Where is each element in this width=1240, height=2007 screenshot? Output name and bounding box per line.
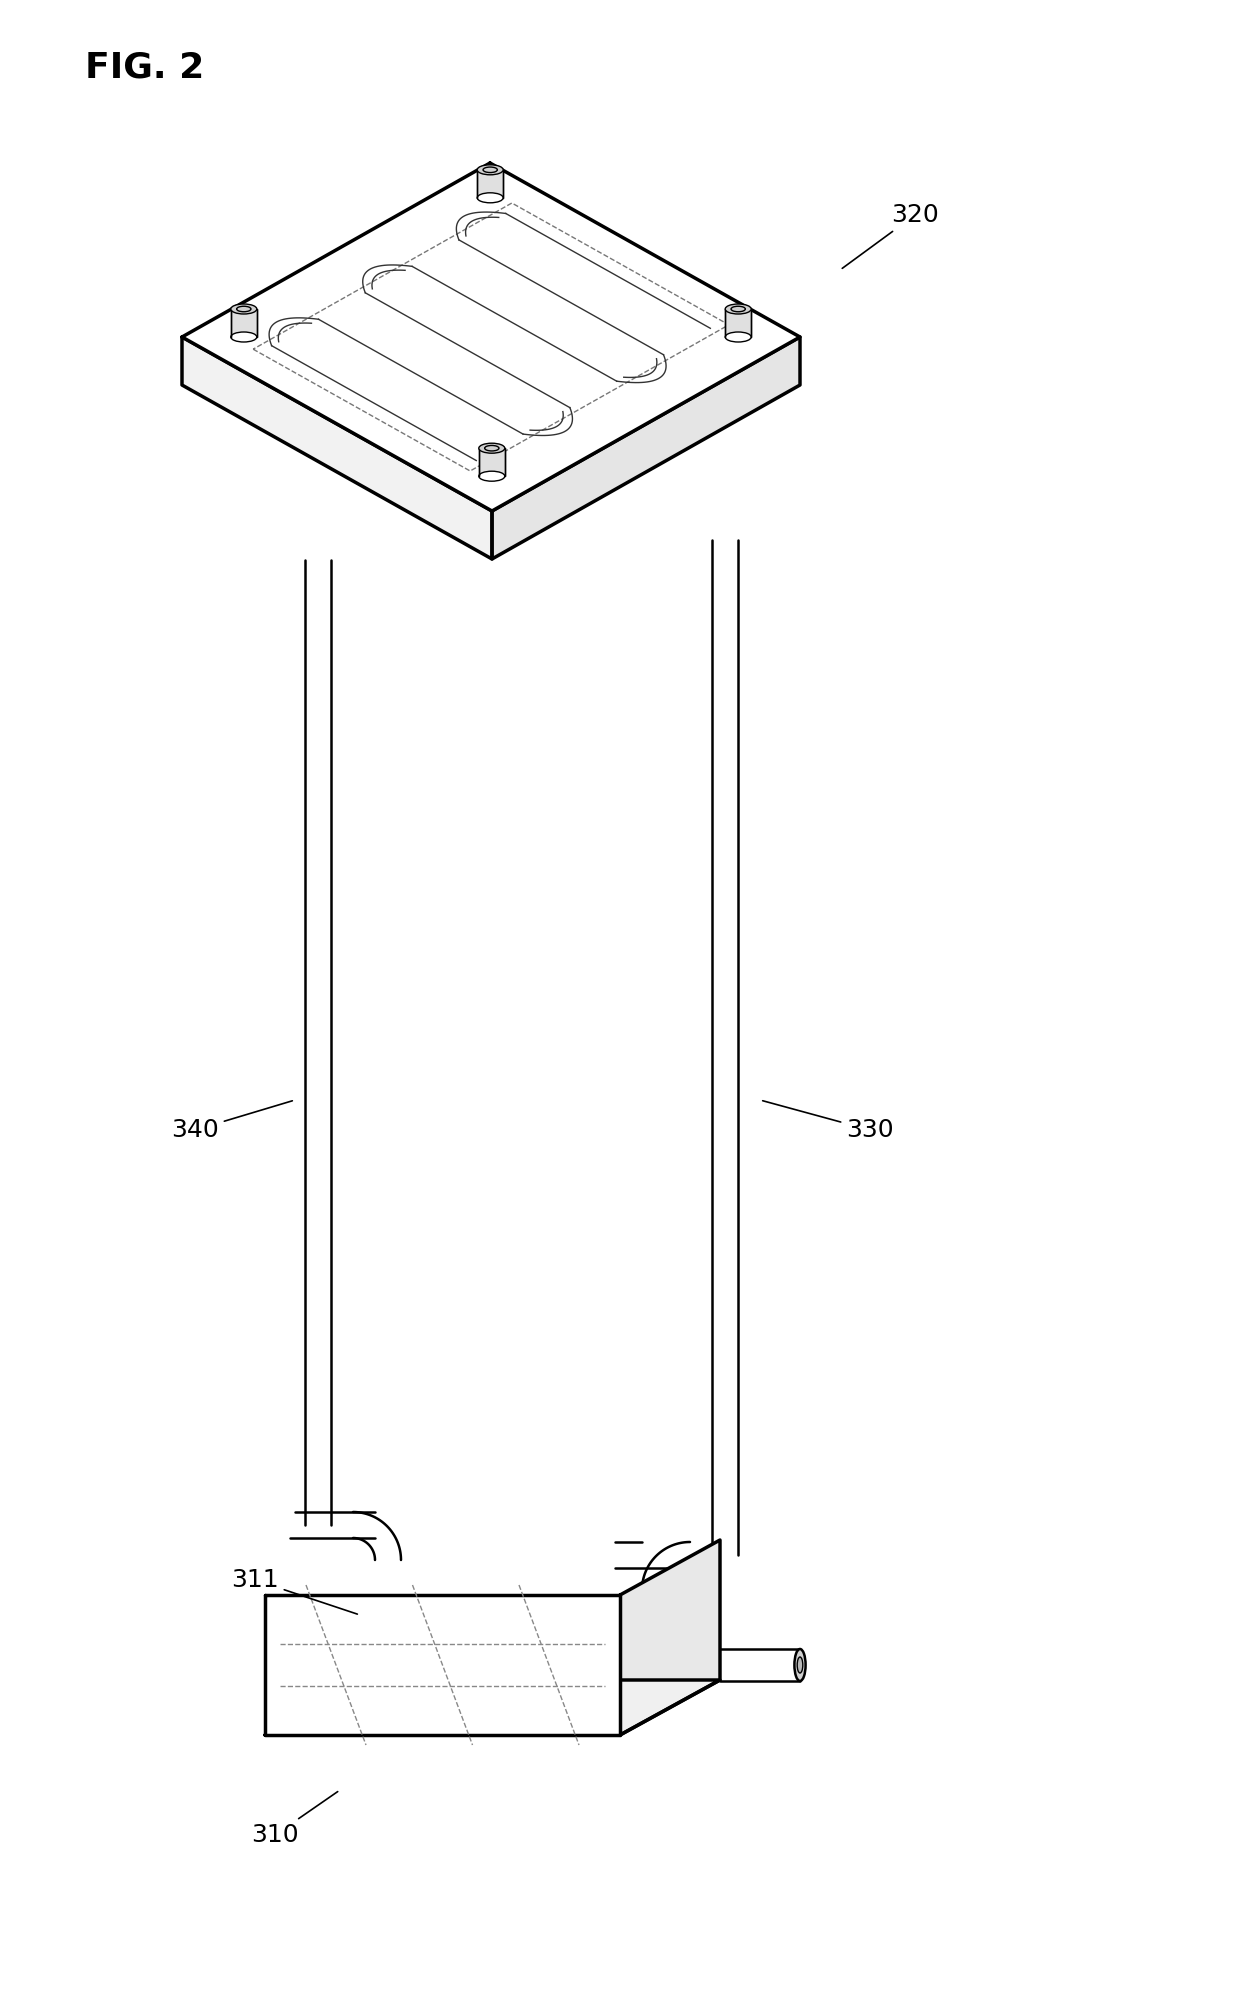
Text: 330: 330 [763,1100,894,1142]
Polygon shape [265,1680,720,1734]
FancyBboxPatch shape [725,309,751,337]
FancyBboxPatch shape [477,171,503,199]
Text: 310: 310 [252,1792,337,1846]
Polygon shape [265,1596,620,1734]
Ellipse shape [725,303,751,313]
Ellipse shape [479,472,505,482]
Text: 311: 311 [231,1567,357,1614]
Ellipse shape [797,1658,802,1674]
Ellipse shape [725,331,751,341]
Ellipse shape [795,1650,806,1682]
Ellipse shape [231,331,257,341]
Text: 340: 340 [171,1100,293,1142]
FancyBboxPatch shape [479,448,505,476]
Ellipse shape [477,165,503,175]
FancyBboxPatch shape [231,309,257,337]
Polygon shape [492,337,800,560]
Polygon shape [182,337,492,560]
Ellipse shape [231,303,257,313]
Ellipse shape [479,444,505,454]
Polygon shape [182,163,800,512]
Text: 320: 320 [842,203,939,269]
Text: FIG. 2: FIG. 2 [86,50,205,84]
Polygon shape [620,1539,720,1734]
Ellipse shape [477,193,503,203]
